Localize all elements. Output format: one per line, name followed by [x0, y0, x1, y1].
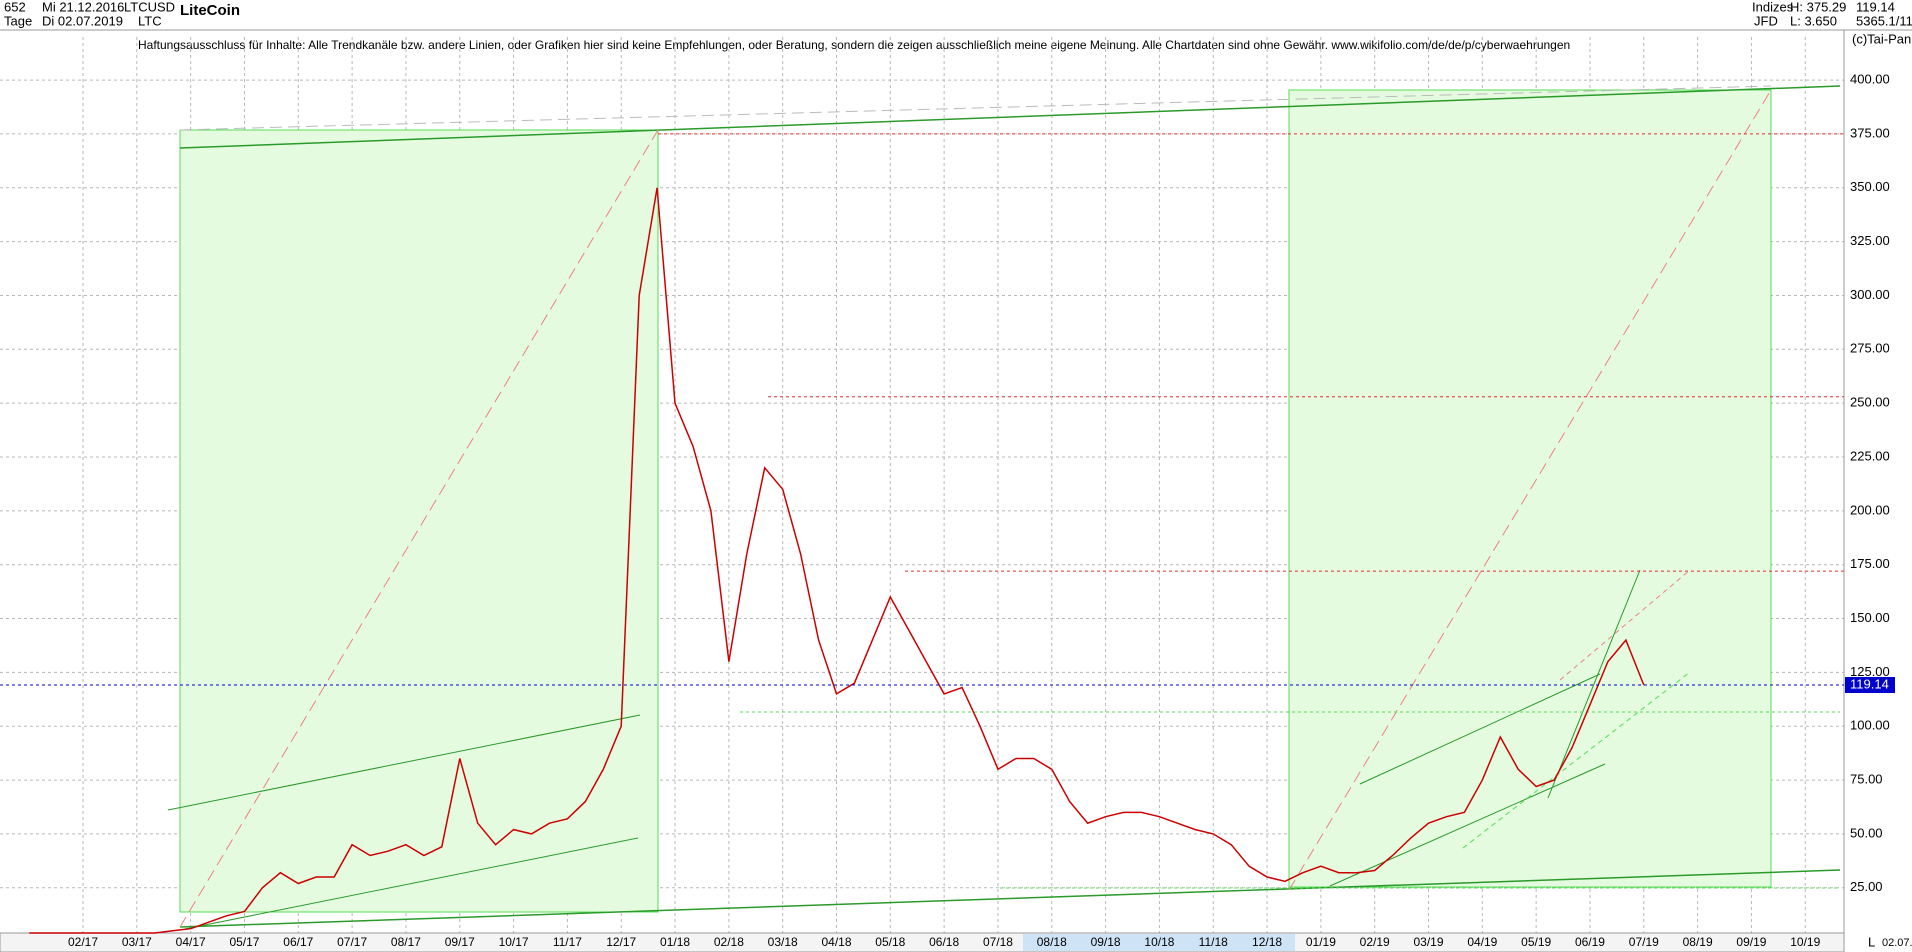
last-date: 02.07.19: [1882, 937, 1912, 949]
x-tick-label: 01/18: [660, 935, 690, 949]
x-tick-label: 03/19: [1414, 935, 1444, 949]
x-tick-label: 11/17: [553, 935, 582, 949]
x-tick-label: 11/18: [1199, 935, 1228, 949]
x-tick-label: 05/17: [229, 935, 259, 949]
x-axis-highlight: [1023, 934, 1295, 951]
x-tick-label: 06/17: [283, 935, 313, 949]
y-tick-label: 100.00: [1850, 718, 1890, 733]
trendline: [1359, 673, 1601, 785]
low: L: 3.650: [1790, 13, 1837, 28]
y-tick-label: 300.00: [1850, 287, 1890, 302]
x-tick-label: 06/19: [1575, 935, 1605, 949]
x-tick-label: 03/18: [768, 935, 798, 949]
last-price-label: 119.14: [1850, 676, 1889, 691]
last-price-box: [1845, 677, 1895, 694]
x-tick-label: 01/19: [1306, 935, 1336, 949]
y-tick-label: 200.00: [1850, 502, 1890, 517]
x-tick-label: 07/19: [1629, 935, 1659, 949]
trendline: [179, 129, 659, 928]
high: H: 375.29: [1790, 0, 1846, 14]
source: JFD: [1754, 13, 1778, 28]
price-line: [29, 187, 1645, 934]
symbol-short: LTC: [138, 13, 162, 28]
y-tick-label: 325.00: [1850, 233, 1890, 248]
x-tick-label: 09/19: [1736, 935, 1766, 949]
trendline: [1547, 569, 1641, 799]
copyright: (c)Tai-Pan: [1852, 31, 1911, 46]
annotations: [167, 85, 1841, 931]
trendline: [1288, 89, 1772, 891]
x-tick-label: 04/19: [1467, 935, 1497, 949]
y-tick-label: 50.00: [1850, 825, 1883, 840]
x-tick-label: 10/17: [499, 935, 529, 949]
x-tick-label: 04/17: [176, 935, 206, 949]
scale-mode[interactable]: L: [1868, 934, 1875, 949]
x-tick-label: 06/18: [929, 935, 959, 949]
x-axis: [0, 932, 1845, 952]
end-date: Di 02.07.2019: [42, 13, 123, 28]
disclaimer: Haftungsausschluss für Inhalte: Alle Tre…: [138, 38, 1570, 52]
trendline: [1559, 569, 1691, 681]
x-tick-label: 09/18: [1091, 935, 1121, 949]
trendline: [179, 85, 1841, 149]
x-tick-label: 07/17: [337, 935, 367, 949]
y-tick-label: 375.00: [1850, 125, 1890, 140]
x-tick-label: 10/18: [1144, 935, 1174, 949]
x-tick-label: 02/18: [714, 935, 744, 949]
x-tick-label: 08/17: [391, 935, 421, 949]
y-tick-label: 250.00: [1850, 395, 1890, 410]
trendline: [179, 85, 1772, 131]
symbol: LTCUSD: [124, 0, 175, 14]
bars: 652: [4, 0, 26, 14]
y-tick-label: 75.00: [1850, 772, 1883, 787]
x-tick-label: 02/19: [1360, 935, 1390, 949]
period[interactable]: Tage: [4, 13, 32, 28]
x-tick-label: 04/18: [821, 935, 851, 949]
y-tick-label: 150.00: [1850, 610, 1890, 625]
trendline: [1329, 763, 1606, 887]
y-tick-label: 400.00: [1850, 72, 1890, 87]
x-tick-label: 10/19: [1790, 935, 1820, 949]
group: Indizes: [1752, 0, 1794, 14]
trendline: [1462, 671, 1691, 849]
x-tick-label: 12/18: [1252, 935, 1282, 949]
x-tick-label: 08/19: [1683, 935, 1713, 949]
misc: 5365.1/11: [1856, 13, 1912, 28]
y-tick-label: 225.00: [1850, 448, 1890, 463]
y-tick-label: 275.00: [1850, 341, 1890, 356]
trendline: [179, 837, 639, 931]
instrument-name: LiteCoin: [180, 2, 240, 19]
last: 119.14: [1856, 0, 1895, 14]
y-tick-label: 25.00: [1850, 879, 1883, 894]
x-tick-label: 02/17: [68, 935, 98, 949]
start-date: Mi 21.12.2016: [42, 0, 124, 14]
x-tick-label: 05/18: [875, 935, 905, 949]
x-tick-label: 03/17: [122, 935, 152, 949]
x-tick-label: 05/19: [1521, 935, 1551, 949]
x-tick-label: 08/18: [1037, 935, 1067, 949]
x-tick-label: 07/18: [983, 935, 1013, 949]
y-tick-label: 125.00: [1850, 664, 1890, 679]
y-tick-label: 350.00: [1850, 179, 1890, 194]
x-tick-label: 09/17: [445, 935, 475, 949]
y-tick-label: 175.00: [1850, 556, 1890, 571]
trendline: [167, 714, 641, 811]
x-tick-label: 12/17: [606, 935, 636, 949]
trendline: [179, 869, 1841, 928]
box: [179, 129, 659, 913]
